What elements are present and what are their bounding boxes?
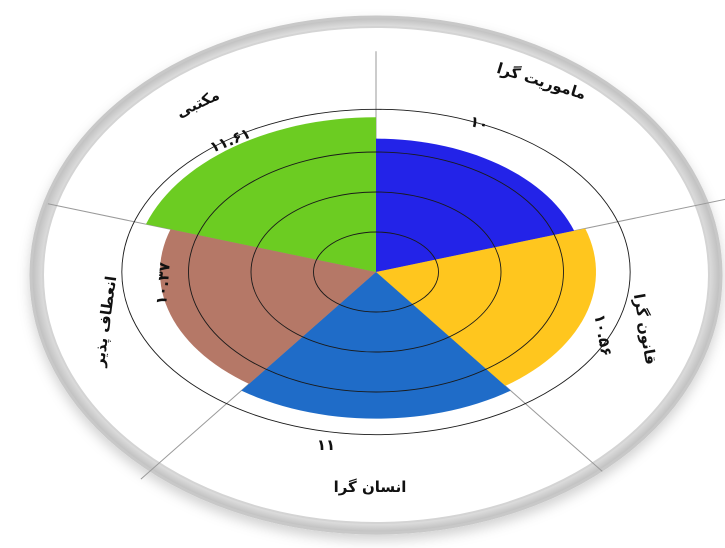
sector-2 <box>241 272 511 419</box>
value-label-3: ۱۰.۳۷ <box>152 262 174 306</box>
sector-3 <box>160 229 376 384</box>
category-label-2: انسان گرا <box>334 478 407 496</box>
chart-sectors <box>145 117 596 419</box>
sector-0 <box>376 138 575 272</box>
grid-ring-outer <box>121 108 631 436</box>
sector-4 <box>145 117 376 272</box>
sector-1 <box>376 228 596 386</box>
grid-rings <box>121 108 631 436</box>
value-label-2: ۱۱ <box>317 436 335 454</box>
grid-ring-2 <box>188 151 564 393</box>
divider-line <box>140 271 377 480</box>
grid-ring-1 <box>250 191 502 353</box>
value-label-0: ۱۰ <box>468 112 490 134</box>
grid-ring-0 <box>313 231 439 313</box>
